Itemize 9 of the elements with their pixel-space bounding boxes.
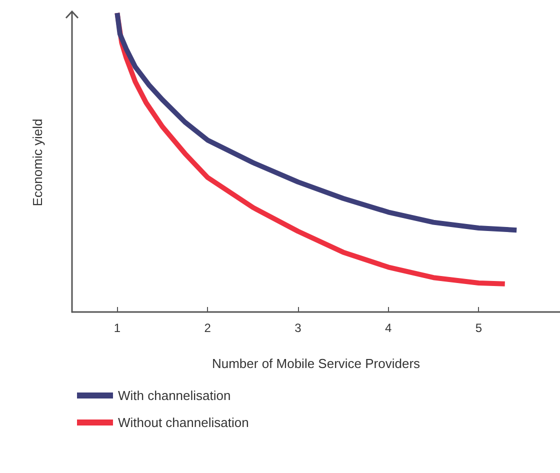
- x-tick-label: 5: [475, 321, 482, 335]
- x-tick-label: 2: [204, 321, 212, 335]
- y-axis-title: Economic yield: [30, 118, 45, 206]
- legend-label: Without channelisation: [118, 415, 249, 430]
- x-tick-label: 4: [384, 321, 392, 335]
- x-tick-label: 1: [114, 321, 121, 335]
- x-axis-title: Number of Mobile Service Providers: [212, 356, 421, 371]
- x-tick-label: 3: [294, 321, 302, 335]
- legend-label: With channelisation: [118, 388, 231, 403]
